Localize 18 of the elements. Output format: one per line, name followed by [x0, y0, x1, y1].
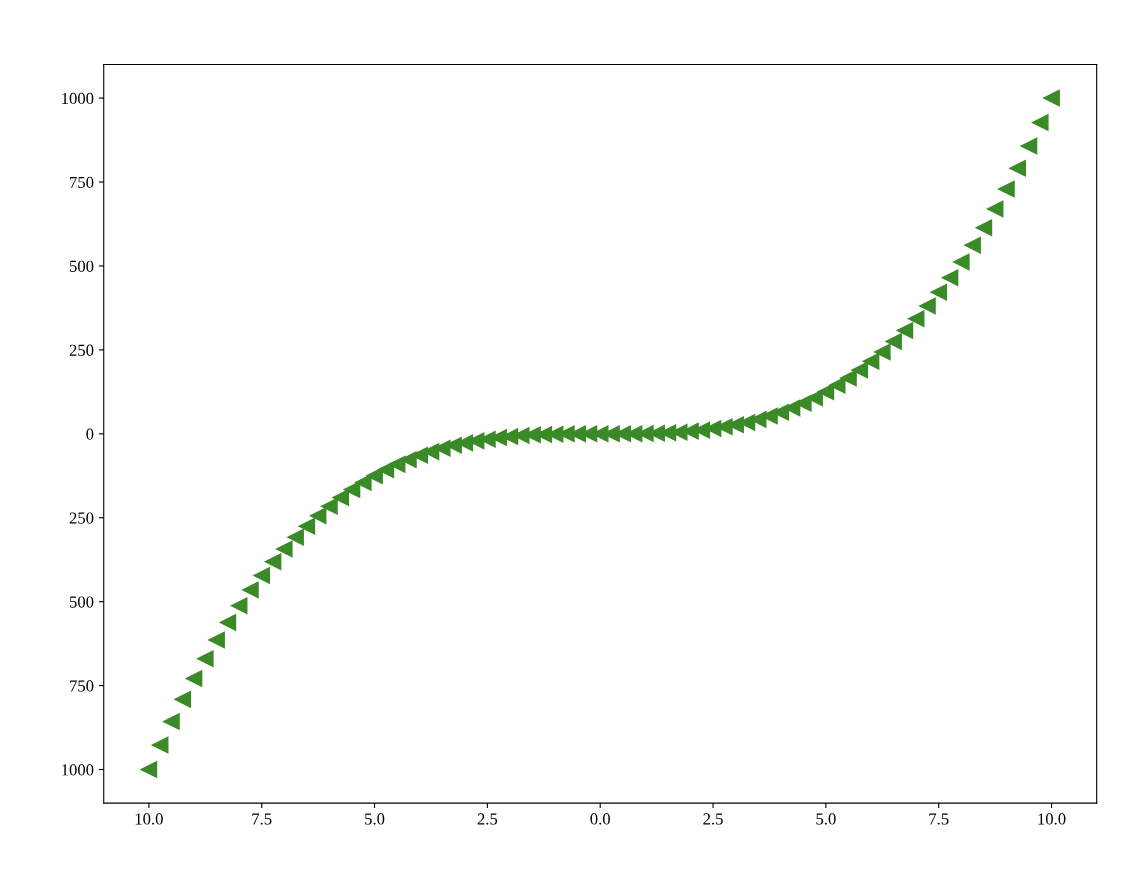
y-tick-label: 500 [69, 260, 94, 272]
y-tick-label: 1000 [62, 92, 94, 105]
y-tick-label: 500 [69, 596, 94, 608]
x-tick-label: 7.5 [252, 813, 272, 825]
y-tick-label: 250 [69, 512, 94, 524]
x-tick-label: 5.0 [365, 813, 385, 825]
x-tick-label: 7.5 [929, 813, 949, 825]
y-tick-label: 0 [86, 428, 94, 440]
x-tick-label: 10.0 [1038, 813, 1066, 825]
y-tick-label: 1000 [62, 764, 94, 776]
y-tick-label: 750 [70, 176, 94, 188]
x-tick-label: 2.5 [477, 813, 498, 825]
x-tick-label: 5.0 [816, 813, 836, 825]
x-tick-label: 2.5 [703, 813, 723, 825]
y-tick-label: 750 [70, 680, 94, 692]
x-tick-label: 0.0 [590, 813, 610, 825]
y-tick-label: 250 [69, 344, 94, 356]
x-tick-label: 10.0 [135, 813, 163, 825]
